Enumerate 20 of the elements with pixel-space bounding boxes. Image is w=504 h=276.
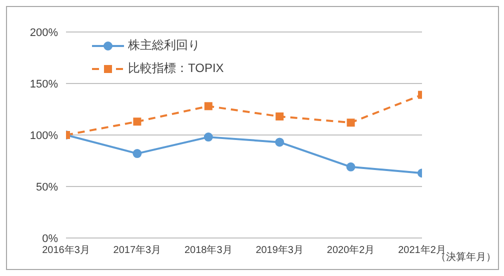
y-tick-label: 0% (42, 232, 58, 245)
point (133, 118, 142, 126)
x-tick-label: 2020年2月 (326, 244, 375, 256)
y-tick-label: 150% (30, 78, 58, 90)
x-tick-label: 2016年3月 (42, 244, 90, 256)
x-tick-label: 2017年3月 (113, 244, 162, 256)
point (132, 149, 142, 158)
y-tick-label: 200% (30, 26, 58, 39)
legend-label: 比較指標：TOPIX (128, 60, 224, 77)
x-tick-label: 2018年3月 (184, 244, 232, 256)
point (204, 132, 213, 142)
y-tick-label: 50% (36, 181, 58, 194)
point (346, 162, 356, 172)
y-tick-label: 100% (30, 130, 58, 142)
point (204, 102, 212, 110)
point (346, 118, 355, 127)
x-tick-label: 2019年3月 (256, 244, 304, 256)
point (276, 112, 284, 120)
legend-label: 株主総利回り (128, 37, 200, 54)
point (275, 138, 284, 147)
